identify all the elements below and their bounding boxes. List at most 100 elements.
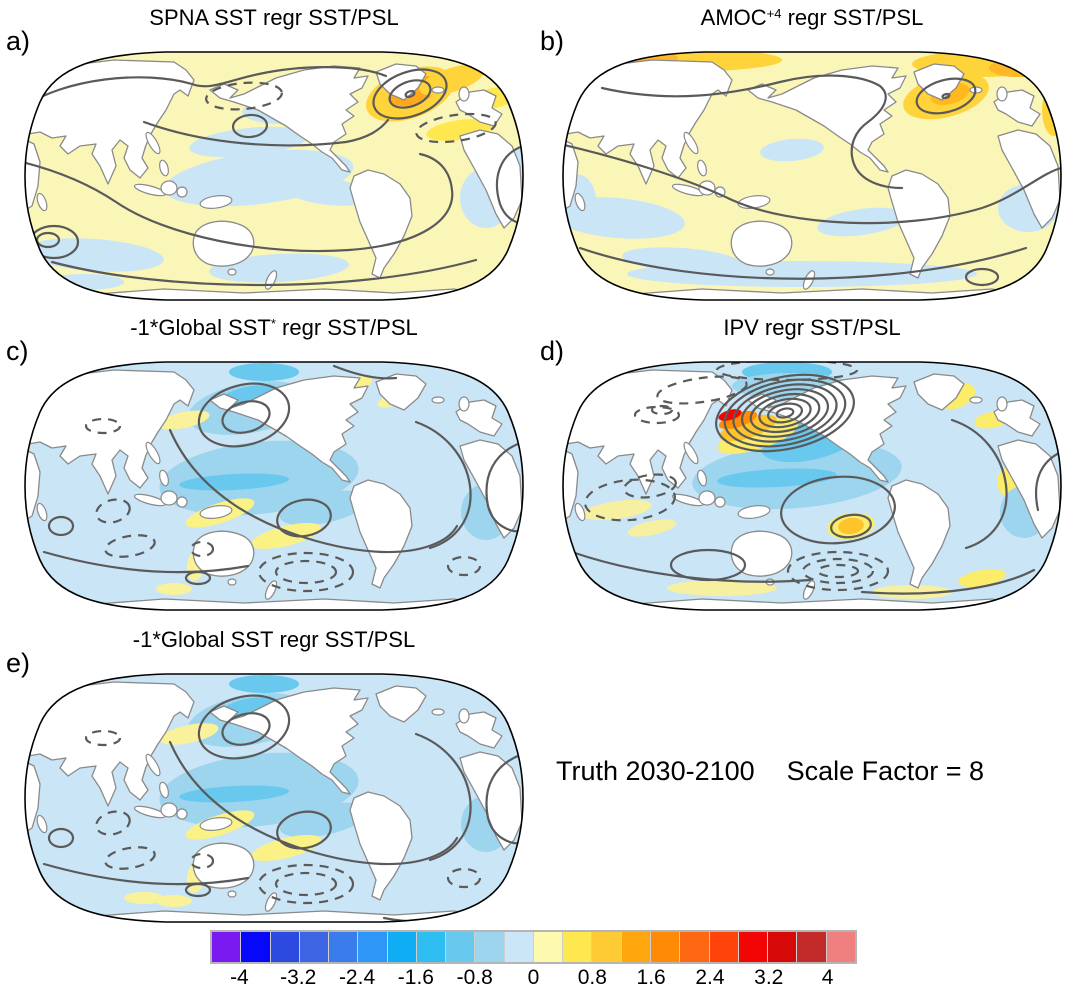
panel-b-label: b) — [540, 26, 565, 56]
psl-contour — [446, 555, 482, 577]
island — [996, 396, 1008, 412]
panel-e-label: e) — [6, 648, 31, 678]
psl-contour-line — [25, 152, 454, 253]
shading-blob — [158, 410, 210, 430]
island — [145, 753, 161, 777]
landmass — [25, 59, 195, 185]
shading-blob — [189, 126, 309, 158]
psl-contour-line — [25, 66, 388, 110]
landmass — [459, 439, 523, 539]
psl-contour — [197, 694, 291, 760]
psl-contour — [623, 473, 677, 499]
psl-contour-ring — [388, 79, 432, 109]
psl-contour-ring — [775, 407, 795, 419]
landmass — [25, 369, 195, 495]
psl-contour — [47, 827, 75, 849]
psl-contour — [415, 112, 497, 144]
shading-blob — [872, 585, 952, 599]
panel-e-title-rest: regr SST/PSL — [273, 627, 416, 652]
psl-contour — [47, 515, 75, 537]
panel-b-title-sup: +4 — [766, 6, 782, 21]
island — [227, 890, 237, 898]
colorbar-tick-label: -1.6 — [397, 966, 434, 989]
island — [145, 441, 161, 465]
shading-blob — [627, 519, 677, 537]
psl-contour — [221, 712, 271, 746]
psl-contour — [274, 871, 338, 897]
shading-blob — [838, 517, 864, 535]
island — [227, 578, 237, 586]
psl-contour — [189, 852, 215, 870]
panel-e-title: -1*Global SST regr SST/PSL — [24, 627, 524, 653]
colorbar-segment — [738, 932, 769, 962]
colorbar-segment — [358, 932, 388, 962]
island — [697, 469, 707, 487]
psl-contour-ring — [715, 373, 855, 453]
psl-contour-line — [950, 418, 1008, 550]
psl-contour — [276, 498, 332, 538]
colorbar-tick-label: -4 — [230, 966, 249, 989]
landmass — [375, 685, 427, 723]
landmass — [209, 375, 369, 483]
panel-c-title-main: -1*Global SST — [130, 315, 271, 340]
colorbar-segment — [592, 932, 622, 962]
landmass — [730, 220, 793, 267]
landmass — [25, 681, 195, 807]
island — [227, 268, 237, 276]
panel-c-title: -1*Global SST* regr SST/PSL — [24, 315, 524, 341]
landmass — [621, 598, 1035, 610]
colorbar-segment — [563, 932, 593, 962]
landmass — [887, 169, 951, 279]
psl-contour-line — [42, 862, 250, 886]
island — [176, 496, 188, 508]
island — [697, 159, 707, 177]
colorbar-segment — [270, 932, 300, 962]
psl-contour — [104, 846, 156, 870]
colorbar-segment — [475, 932, 505, 962]
colorbar-tick-label: 0.8 — [577, 966, 607, 989]
colorbar-tick-label: 0 — [527, 966, 540, 989]
landmass — [349, 791, 413, 901]
colorbar-tick-label: -2.4 — [338, 966, 376, 989]
map-outline — [24, 673, 524, 923]
psl-contour — [197, 382, 291, 448]
psl-contour-ring — [915, 77, 977, 115]
psl-contour — [189, 540, 215, 558]
panel-e-title-main: -1*Global SST — [132, 627, 274, 652]
shading-blob — [582, 499, 652, 521]
psl-contour-line — [168, 428, 459, 554]
landmass — [209, 65, 369, 173]
map-outline — [24, 51, 524, 301]
shading-blob — [760, 138, 824, 162]
landmass — [209, 687, 369, 795]
landmass — [192, 220, 255, 267]
island — [683, 441, 699, 465]
world-map-d — [562, 361, 1062, 611]
shading-blob — [229, 363, 299, 381]
island — [802, 580, 816, 600]
psl-contour-line — [414, 420, 472, 550]
colorbar-segment — [680, 932, 710, 962]
colorbar-segment — [797, 932, 827, 962]
landmass — [375, 373, 427, 411]
island — [996, 86, 1008, 102]
landmass — [563, 369, 733, 495]
psl-contour-line — [600, 74, 904, 190]
map-outline — [24, 361, 524, 611]
psl-contour-line — [414, 732, 472, 862]
psl-contour — [633, 405, 681, 425]
island — [199, 505, 233, 519]
psl-contour-line — [168, 740, 459, 866]
shading-blob — [209, 253, 349, 283]
psl-contour — [801, 557, 875, 585]
landmass — [459, 129, 523, 229]
psl-contour — [95, 810, 131, 836]
colorbar-tick-label: 1.6 — [636, 966, 666, 989]
psl-contour — [830, 513, 872, 539]
psl-contour-line — [332, 364, 398, 380]
shading-blob — [989, 59, 1045, 77]
colorbar-segment — [329, 932, 359, 962]
shading-blob — [229, 675, 299, 693]
island — [574, 192, 586, 212]
island — [765, 268, 775, 276]
